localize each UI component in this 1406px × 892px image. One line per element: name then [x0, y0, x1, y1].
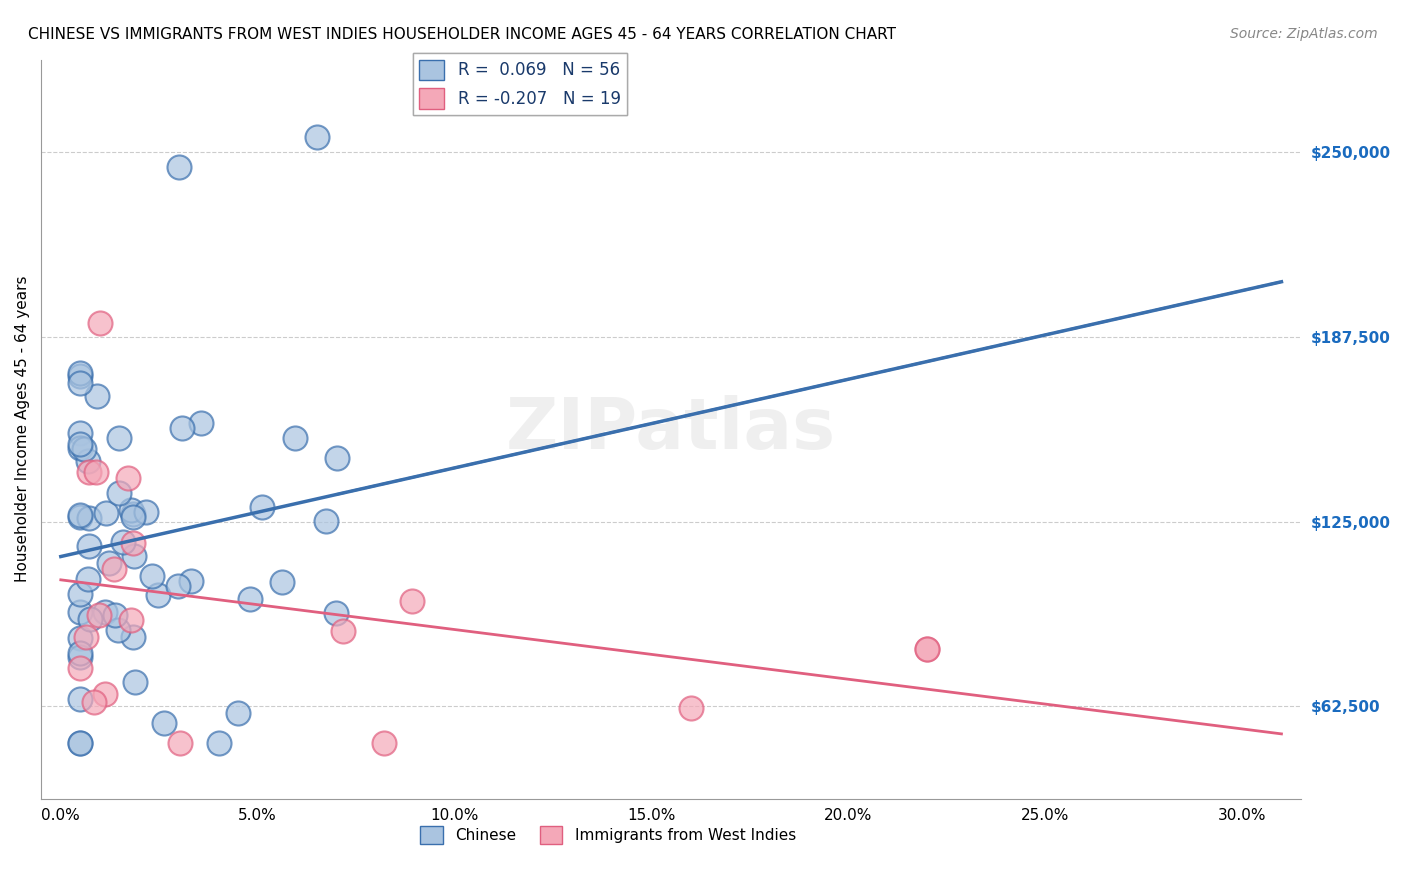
Chinese [167, 160, 190, 174]
Chinese [86, 389, 108, 403]
Chinese [122, 507, 145, 521]
Chinese [97, 556, 120, 570]
Chinese [121, 502, 143, 516]
Immigrants from West Indies [117, 471, 139, 485]
Chinese [226, 706, 249, 721]
Immigrants from West Indies [915, 641, 938, 656]
Chinese [73, 442, 96, 457]
Chinese [69, 376, 91, 391]
Text: ZIPatlas: ZIPatlas [506, 394, 837, 464]
Immigrants from West Indies [84, 466, 107, 480]
Immigrants from West Indies [79, 465, 101, 479]
Immigrants from West Indies [69, 661, 91, 675]
Chinese [69, 366, 91, 380]
Chinese [69, 736, 91, 750]
Text: CHINESE VS IMMIGRANTS FROM WEST INDIES HOUSEHOLDER INCOME AGES 45 - 64 YEARS COR: CHINESE VS IMMIGRANTS FROM WEST INDIES H… [28, 27, 896, 42]
Immigrants from West Indies [120, 613, 142, 627]
Chinese [69, 631, 91, 645]
Chinese [69, 508, 91, 522]
Chinese [77, 572, 100, 586]
Immigrants from West Indies [94, 687, 117, 701]
Chinese [124, 675, 146, 690]
Immigrants from West Indies [89, 317, 111, 331]
Immigrants from West Indies [915, 641, 938, 656]
Immigrants from West Indies [373, 736, 395, 750]
Chinese [77, 454, 100, 468]
Chinese [96, 506, 118, 520]
Chinese [121, 630, 143, 644]
Chinese [79, 510, 101, 524]
Chinese [69, 587, 91, 601]
Chinese [69, 605, 91, 619]
Chinese [69, 436, 91, 450]
Chinese [69, 646, 91, 660]
Chinese [121, 510, 143, 524]
Immigrants from West Indies [679, 701, 702, 715]
Immigrants from West Indies [75, 631, 97, 645]
Chinese [284, 431, 307, 445]
Chinese [190, 416, 212, 430]
Chinese [112, 534, 135, 549]
Chinese [69, 692, 91, 706]
Chinese [107, 486, 129, 500]
Text: Source: ZipAtlas.com: Source: ZipAtlas.com [1230, 27, 1378, 41]
Chinese [146, 588, 169, 602]
Chinese [69, 441, 91, 455]
Chinese [170, 421, 193, 435]
Chinese [141, 569, 163, 583]
Y-axis label: Householder Income Ages 45 - 64 years: Householder Income Ages 45 - 64 years [15, 276, 30, 582]
Chinese [239, 591, 262, 606]
Chinese [305, 130, 328, 145]
Immigrants from West Indies [83, 695, 105, 709]
Chinese [104, 608, 127, 623]
Chinese [135, 505, 157, 519]
Chinese [94, 605, 117, 619]
Chinese [325, 606, 347, 620]
Chinese [315, 514, 337, 528]
Chinese [208, 736, 231, 750]
Chinese [107, 623, 129, 637]
Immigrants from West Indies [121, 536, 143, 550]
Immigrants from West Indies [169, 736, 191, 750]
Chinese [69, 369, 91, 384]
Chinese [270, 575, 292, 590]
Chinese [79, 539, 101, 553]
Immigrants from West Indies [89, 607, 111, 622]
Chinese [325, 450, 347, 465]
Chinese [153, 716, 176, 731]
Immigrants from West Indies [401, 594, 423, 608]
Chinese [69, 510, 91, 524]
Legend: R =  0.069   N = 56, R = -0.207   N = 19: R = 0.069 N = 56, R = -0.207 N = 19 [412, 54, 627, 115]
Chinese [69, 426, 91, 441]
Chinese [108, 432, 131, 446]
Chinese [69, 736, 91, 750]
Immigrants from West Indies [103, 562, 125, 576]
Immigrants from West Indies [332, 624, 354, 638]
Chinese [69, 649, 91, 664]
Chinese [124, 549, 146, 564]
Chinese [79, 612, 101, 626]
Chinese [250, 500, 273, 515]
Chinese [167, 579, 190, 593]
Chinese [180, 574, 202, 588]
